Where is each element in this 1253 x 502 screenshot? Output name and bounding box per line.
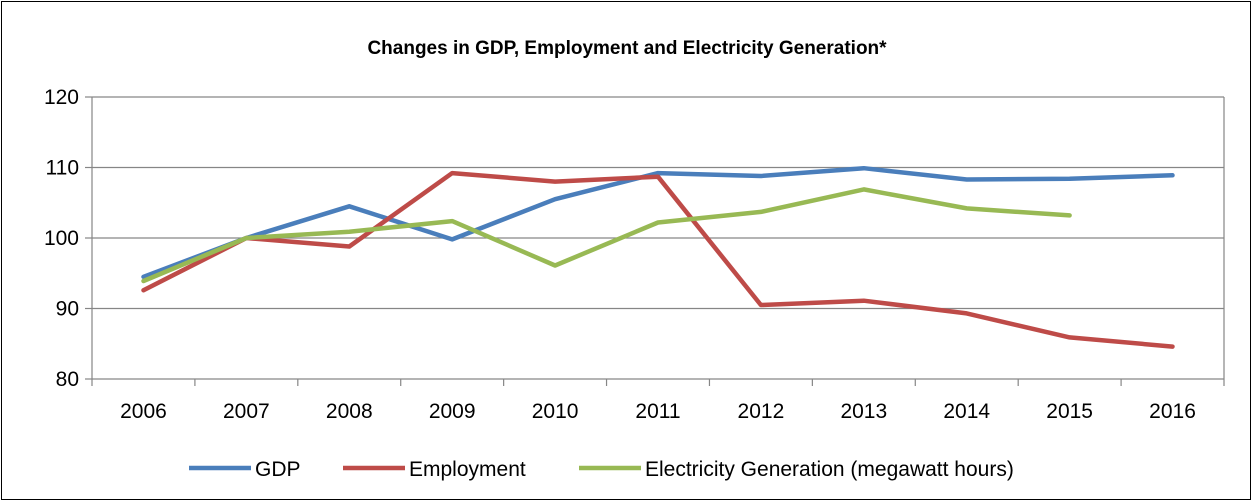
legend-label-employment: Employment bbox=[409, 458, 526, 481]
legend-label-gdp: GDP bbox=[255, 458, 301, 481]
series-line-electricity-generation-megawatt-hours bbox=[141, 187, 1072, 284]
legend-label-electricity-generation-megawatt-hours: Electricity Generation (megawatt hours) bbox=[645, 458, 1014, 481]
y-tick-label-120: 120 bbox=[44, 86, 79, 109]
series-layer bbox=[141, 165, 1175, 349]
y-tick-label-110: 110 bbox=[46, 157, 79, 180]
x-tick-label-2013: 2013 bbox=[840, 400, 887, 423]
x-tick-label-2009: 2009 bbox=[429, 400, 476, 423]
axis-layer: 80 90 100 110 120 2006 2007 2008 2009 2010 2011 201… bbox=[44, 86, 1225, 423]
y-tick-label-100: 100 bbox=[44, 227, 79, 250]
y-tick-label-90: 90 bbox=[56, 298, 79, 321]
x-tick-label-2015: 2015 bbox=[1046, 400, 1093, 423]
x-tick-label-2008: 2008 bbox=[326, 400, 373, 423]
x-tick-label-2012: 2012 bbox=[738, 400, 785, 423]
x-tick-label-2016: 2016 bbox=[1149, 400, 1196, 423]
x-tick-label-2010: 2010 bbox=[532, 400, 579, 423]
legend: GDP Employment Electricity Generation (meg… bbox=[189, 458, 1014, 481]
x-tick-label-2007: 2007 bbox=[223, 400, 270, 423]
chart-title: Changes in GDP, Employment and Electrici… bbox=[367, 38, 887, 59]
x-tick-label-2006: 2006 bbox=[120, 400, 167, 423]
series-line-gdp bbox=[141, 165, 1175, 280]
x-tick-label-2011: 2011 bbox=[635, 400, 680, 423]
x-tick-label-2014: 2014 bbox=[943, 400, 990, 423]
series-line-employment bbox=[141, 170, 1175, 349]
y-tick-label-80: 80 bbox=[56, 368, 79, 391]
